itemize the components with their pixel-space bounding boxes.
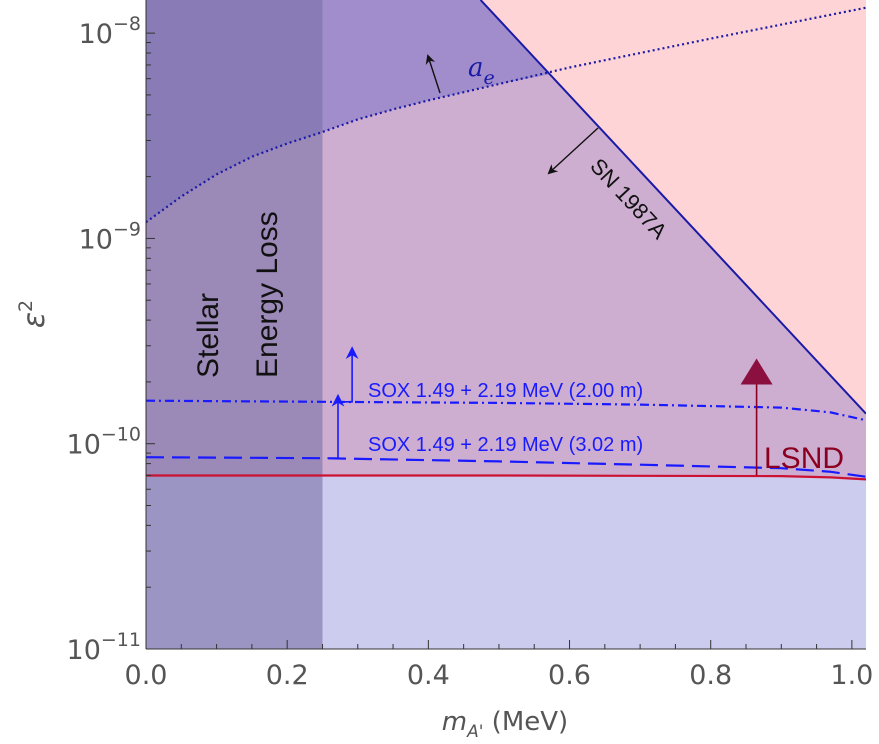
sox-200-line [146,399,866,422]
sox-302-arrow [327,393,345,459]
lsnd-line [146,474,866,481]
annotations: Stellar Energy Loss SOX 1.49 + 2.19 MeV … [15,53,844,742]
x-axis-label-unit: (MeV) [483,707,568,737]
stellar-energy-loss-region [146,0,323,649]
y-tick-base: 10 [79,224,113,255]
lsnd-arrow-head [740,358,773,385]
y-tick-label: 10−8 [79,13,141,50]
y-tick-label: 10−10 [67,424,141,461]
y-tick-exp: −10 [101,424,141,446]
x-ticks: 0.0 0.2 0.4 0.6 0.8 1.0 [125,640,873,691]
x-tick-label: 0.8 [689,660,732,691]
y-tick-exp: −11 [101,629,141,651]
x-tick-label: 0.2 [266,660,309,691]
lsnd-region-fill [146,475,866,649]
y-tick-exp: −8 [113,13,141,35]
lsnd-label: LSND [764,442,844,475]
y-axis-label: ε2 [15,300,52,328]
sox-302-line [146,456,866,478]
y-tick-exp: −9 [113,218,141,240]
sn1987a-arrow [547,127,599,175]
y-axis-label-main: ε [17,312,52,328]
sox-200-label: SOX 1.49 + 2.19 MeV (2.00 m) [368,380,643,402]
ae-label-main: a [468,53,484,83]
y-axis-label-sup: 2 [15,300,37,312]
x-tick-label: 0.4 [407,660,450,691]
sox-302-label: SOX 1.49 + 2.19 MeV (3.02 m) [368,434,643,456]
ae-label-sub: e [484,67,495,89]
x-axis-label: mA' (MeV) [442,707,568,742]
ae-label: ae [468,53,495,89]
y-tick-base: 10 [67,430,101,461]
x-tick-label: 0.6 [548,660,591,691]
x-axis-label-sub: A' [466,722,483,742]
x-axis-label-main: m [442,707,467,737]
stellar-label-line2: Energy Loss [251,211,284,378]
y-tick-base: 10 [79,19,113,50]
curves [146,0,866,481]
y-tick-base: 10 [67,635,101,666]
x-tick-label: 0.0 [125,660,168,691]
sn1987a-line [479,0,866,415]
sox-200-arrow [341,346,359,403]
ae-arrow [425,54,441,94]
x-tick-label: 1.0 [830,660,873,691]
stellar-label-line1: Stellar [192,293,225,378]
ae-line [146,6,866,224]
y-tick-label: 10−11 [67,629,141,666]
y-tick-label: 10−9 [79,218,141,255]
